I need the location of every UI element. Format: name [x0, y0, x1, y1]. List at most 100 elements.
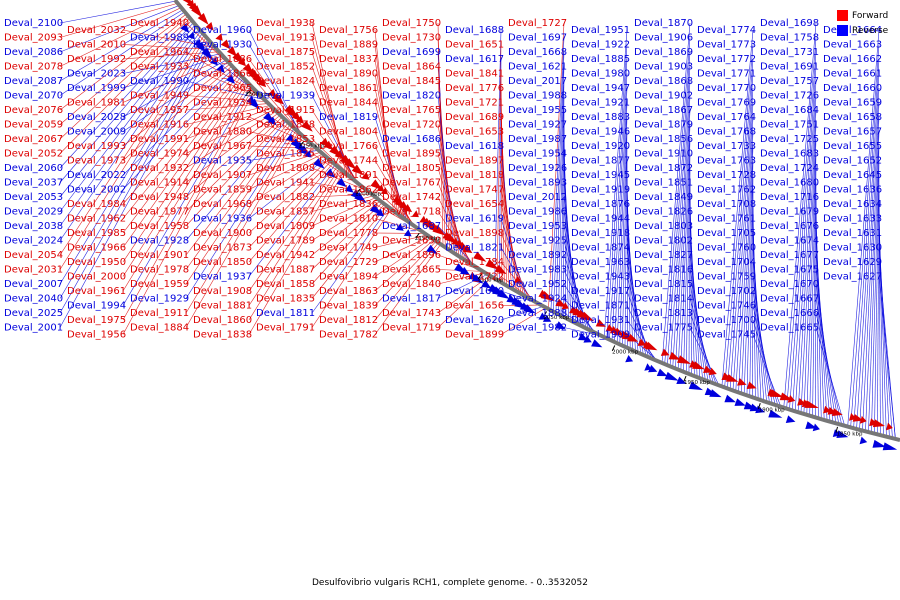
gene-label: Deval_1617 [445, 54, 504, 65]
gene-label: Deval_1756 [319, 25, 378, 36]
gene-label: Deval_2001 [4, 323, 63, 334]
forward-gene-arrow [787, 395, 796, 403]
label-leader-line [311, 95, 357, 183]
gene-label: Deval_2031 [4, 265, 63, 276]
gene-label: Deval_1744 [319, 156, 378, 167]
gene-label: Deval_1772 [697, 54, 756, 65]
label-leader-line [185, 107, 273, 140]
label-leader-line [553, 51, 565, 312]
gene-label: Deval_1650 [382, 236, 441, 247]
label-leader-line [59, 37, 207, 270]
gene-label: Deval_1724 [760, 163, 819, 174]
gene-label: Deval_1871 [571, 301, 630, 312]
gene-label: Deval_1908 [193, 286, 252, 297]
label-leader-line [59, 24, 196, 183]
gene-label: Deval_1705 [697, 228, 756, 239]
reverse-gene-arrow [471, 274, 484, 284]
gene-label: Deval_1910 [634, 149, 693, 160]
gene-label: Deval_1836 [319, 199, 378, 210]
label-leader-line [59, 45, 214, 328]
gene-label: Deval_1805 [382, 163, 441, 174]
label-leader-line [550, 37, 565, 311]
label-leader-line [311, 205, 388, 299]
gene-label: Deval_1757 [760, 76, 819, 87]
gene-label: Deval_1993 [67, 141, 126, 152]
gene-label: Deval_2040 [4, 294, 63, 305]
reverse-gene-arrow [523, 304, 536, 314]
label-leader-line [122, 61, 229, 132]
forward-gene-arrow [376, 184, 385, 192]
gene-label: Deval_2029 [4, 207, 63, 218]
gene-label: Deval_1927 [508, 120, 567, 131]
label-leader-line [59, 9, 184, 82]
gene-label: Deval_1891 [319, 170, 378, 181]
label-leader-line [664, 37, 691, 365]
gene-label: Deval_1776 [445, 83, 504, 94]
gene-label: Deval_1958 [130, 221, 189, 232]
label-leader-line [248, 166, 338, 292]
label-leader-line [59, 22, 194, 169]
label-leader-line [847, 29, 880, 427]
label-leader-line [685, 153, 691, 373]
gene-label: Deval_1835 [256, 294, 315, 305]
gene-label: Deval_1956 [67, 330, 126, 341]
gene-label: Deval_1697 [508, 33, 567, 44]
label-leader-line [311, 207, 390, 314]
label-leader-line [374, 73, 401, 216]
reverse-gene-arrow [625, 355, 634, 363]
gene-label: Deval_2037 [4, 178, 63, 189]
gene-label: Deval_1727 [508, 18, 567, 29]
gene-label: Deval_1983 [508, 265, 567, 276]
gene-label: Deval_1991 [130, 134, 189, 145]
forward-gene-arrow [485, 259, 500, 270]
forward-gene-arrow [540, 291, 555, 302]
forward-gene-arrow [182, 0, 193, 6]
gene-label: Deval_1619 [445, 214, 504, 225]
gene-label: Deval_1688 [445, 25, 504, 36]
label-leader-line [248, 44, 303, 136]
gene-label: Deval_1840 [382, 279, 441, 290]
reverse-gene-arrow [724, 394, 736, 403]
gene-label: Deval_1930 [193, 40, 252, 51]
label-leader-line [248, 171, 344, 335]
reverse-gene-arrow [354, 192, 367, 204]
gene-label: Deval_1763 [697, 156, 756, 167]
reverse-gene-arrow [859, 436, 868, 445]
gene-label: Deval_1873 [193, 243, 252, 254]
gene-label: Deval_1729 [319, 257, 378, 268]
reverse-gene-arrow [709, 389, 722, 398]
reverse-gene-arrow [344, 184, 354, 193]
gene-label: Deval_1951 [571, 25, 630, 36]
gene-label: Deval_1892 [508, 250, 567, 261]
reverse-gene-arrow [664, 371, 679, 381]
forward-gene-arrow [227, 46, 237, 57]
label-leader-line [59, 0, 176, 24]
reverse-gene-arrow [201, 47, 214, 61]
gene-label: Deval_1636 [823, 185, 882, 196]
forward-gene-arrow [613, 327, 625, 336]
label-leader-line [661, 22, 691, 363]
label-leader-line [122, 65, 233, 161]
label-leader-line [122, 81, 248, 277]
label-leader-line [806, 138, 817, 415]
label-leader-line [555, 66, 565, 314]
gene-label: Deval_1774 [697, 25, 756, 36]
gene-label: Deval_1897 [445, 156, 504, 167]
reverse-gene-arrow [656, 368, 668, 377]
gene-label: Deval_1857 [256, 207, 315, 218]
gene-label: Deval_1634 [823, 199, 882, 210]
label-leader-line [122, 87, 254, 321]
label-leader-line [374, 244, 441, 335]
forward-gene-arrow [473, 251, 487, 262]
label-leader-line [437, 51, 448, 249]
gene-label: Deval_1913 [256, 33, 315, 44]
legend-item-reverse: Reverse [837, 23, 888, 38]
gene-label: Deval_1973 [67, 156, 126, 167]
gene-label: Deval_1869 [634, 47, 693, 58]
gene-label: Deval_2076 [4, 105, 63, 116]
gene-label: Deval_1934 [193, 98, 252, 109]
reverse-gene-arrow [395, 223, 404, 231]
label-leader-line [311, 209, 392, 328]
gene-label: Deval_1618 [445, 141, 504, 152]
gene-label: Deval_1980 [571, 69, 630, 80]
